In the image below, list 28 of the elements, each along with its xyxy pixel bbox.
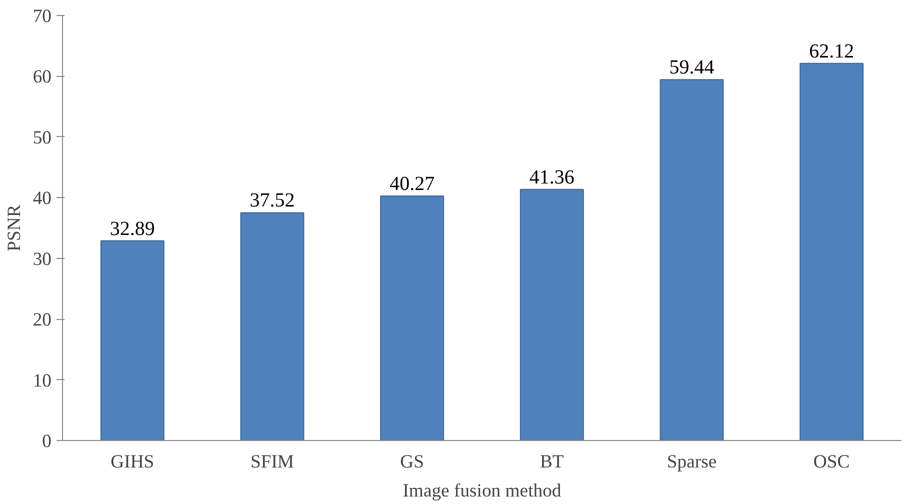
- bar: [240, 212, 304, 440]
- y-tick-label: 0: [42, 431, 52, 452]
- x-tick-label: OSC: [813, 452, 850, 472]
- bar: [520, 188, 584, 440]
- y-tick-label: 50: [32, 127, 52, 148]
- x-tick-label: BT: [540, 452, 564, 472]
- y-tick-label: 60: [32, 66, 52, 88]
- y-tick-label: 40: [32, 188, 52, 210]
- y-tick-label: 20: [32, 310, 52, 331]
- x-tick-label: Sparse: [666, 452, 717, 472]
- y-tick-label: 10: [32, 370, 52, 392]
- bar: [380, 196, 444, 440]
- x-axis-title: Image fusion method: [402, 480, 562, 502]
- bar: [800, 62, 864, 440]
- data-label: 32.89: [110, 218, 155, 240]
- x-tick-label: GS: [400, 452, 424, 472]
- bar: [660, 79, 724, 440]
- data-label: 41.36: [529, 166, 574, 188]
- y-tick-label: 30: [32, 248, 52, 270]
- x-tick-label: SFIM: [250, 452, 294, 472]
- data-label: 37.52: [250, 190, 295, 212]
- y-tick-label: 70: [32, 6, 52, 27]
- data-label: 62.12: [809, 40, 854, 62]
- x-tick-label: GIHS: [110, 452, 154, 472]
- y-axis-title: PSNR: [4, 204, 25, 252]
- bar: [100, 240, 164, 440]
- data-label: 40.27: [390, 173, 435, 196]
- data-label: 59.44: [669, 56, 714, 79]
